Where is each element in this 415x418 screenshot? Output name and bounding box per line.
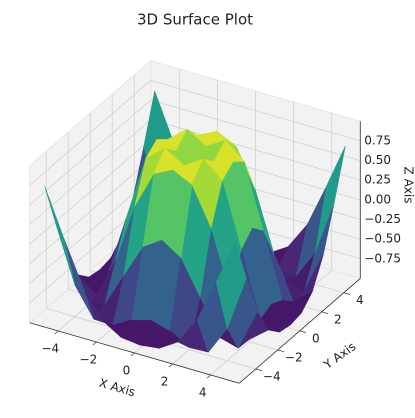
z-tick-label: 0.50: [364, 153, 391, 167]
z-tick-label: 0.25: [364, 173, 391, 187]
tick-mark: [207, 375, 211, 378]
x-tick-label: 0: [123, 363, 131, 377]
y-tick-label: 4: [356, 293, 364, 307]
z-tick-label: 0.00: [364, 192, 391, 206]
y-tick-label: 0: [312, 331, 320, 345]
y-tick-label: −4: [263, 369, 281, 383]
z-axis-label: Z Axis: [402, 167, 415, 204]
tick-mark: [344, 293, 350, 295]
chart-title: 3D Surface Plot: [137, 11, 253, 29]
y-tick-label: −2: [285, 350, 303, 364]
y-axis-label: Y Axis: [320, 339, 358, 372]
x-tick-label: 4: [199, 385, 207, 399]
tick-mark: [322, 312, 328, 314]
z-tick-label: −0.25: [364, 212, 401, 226]
tick-mark: [169, 364, 173, 367]
tick-mark: [300, 331, 306, 333]
z-tick-label: 0.75: [364, 133, 391, 147]
z-tick-label: −0.50: [364, 232, 401, 246]
tick-mark: [256, 369, 262, 371]
x-axis-label: X Axis: [97, 376, 136, 400]
tick-mark: [93, 342, 97, 345]
z-tick-label: −0.75: [364, 251, 401, 265]
x-tick-label: 2: [161, 374, 169, 388]
tick-mark: [131, 353, 135, 356]
tick-mark: [55, 331, 59, 334]
x-tick-label: −2: [80, 352, 98, 366]
tick-mark: [278, 350, 284, 352]
y-tick-label: 2: [334, 312, 342, 326]
x-tick-label: −4: [41, 341, 59, 355]
